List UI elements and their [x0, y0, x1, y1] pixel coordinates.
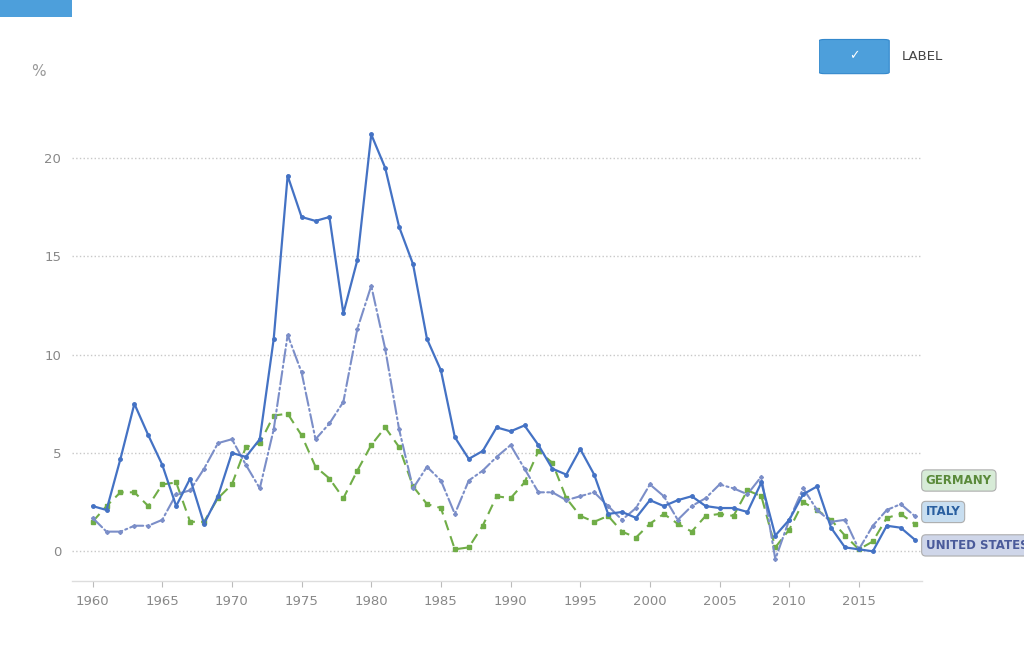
Text: %: % [31, 64, 45, 79]
Text: LABEL: LABEL [902, 50, 943, 63]
Text: GERMANY: GERMANY [926, 474, 992, 487]
Text: ITALY: ITALY [926, 506, 961, 519]
Text: UNITED STATES: UNITED STATES [926, 539, 1024, 552]
FancyBboxPatch shape [819, 40, 889, 74]
Text: ✓: ✓ [849, 50, 859, 63]
